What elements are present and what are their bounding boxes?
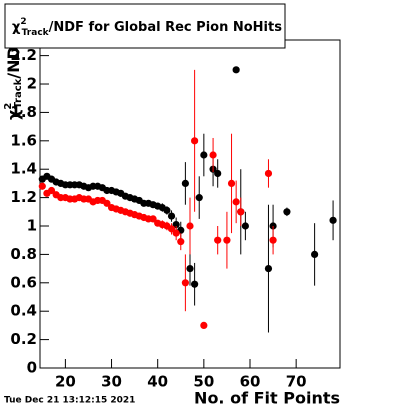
y-tick-label: 1.2 bbox=[10, 188, 37, 206]
point bbox=[172, 229, 180, 237]
point bbox=[241, 222, 249, 230]
point bbox=[269, 222, 277, 230]
y-tick-label: 0.2 bbox=[10, 330, 37, 348]
title-text: /NDF for Global Rec Pion NoHits bbox=[49, 20, 283, 35]
title-sub: Track bbox=[22, 28, 50, 38]
point bbox=[172, 220, 180, 229]
y-tick-label: 1.4 bbox=[10, 160, 37, 178]
y-tick-label: 1 bbox=[27, 217, 37, 235]
y-tick-label: 0.8 bbox=[10, 245, 37, 263]
y-label-symbol: χ bbox=[4, 110, 23, 120]
title-box bbox=[4, 3, 286, 49]
point bbox=[227, 179, 236, 188]
date: Tue Dec 21 13:12:15 2021 bbox=[4, 396, 135, 406]
plot: 0 0.2 0.4 0.6 0.8 1 1.2 1.4 1.6 1.8 2 2.2 20 30 40 50 60… bbox=[10, 46, 337, 391]
point bbox=[163, 206, 171, 214]
x-tick-label: 20 bbox=[55, 373, 76, 391]
y-tick-label: 1.8 bbox=[10, 103, 37, 121]
point bbox=[103, 199, 111, 207]
point bbox=[311, 250, 319, 259]
point bbox=[232, 66, 240, 74]
point bbox=[167, 225, 176, 233]
point bbox=[269, 236, 277, 244]
point bbox=[167, 212, 176, 220]
y-tick-label: 2.2 bbox=[10, 46, 37, 64]
point bbox=[181, 279, 189, 287]
x-tick-label: 60 bbox=[240, 373, 261, 391]
title-sup: 2 bbox=[20, 17, 26, 27]
point bbox=[232, 198, 240, 206]
x-tick-label: 40 bbox=[147, 373, 168, 391]
y-tick-label: 1.6 bbox=[10, 131, 37, 149]
point bbox=[191, 137, 199, 145]
y-label-sub: Track bbox=[13, 78, 24, 108]
point bbox=[195, 194, 203, 202]
y-tick-label: 0 bbox=[27, 359, 37, 377]
point bbox=[264, 265, 273, 273]
x-tick-label: 30 bbox=[101, 373, 122, 391]
point bbox=[237, 208, 245, 216]
title-symbol: χ bbox=[12, 20, 21, 35]
point bbox=[47, 186, 56, 195]
x-tick-label: 50 bbox=[193, 373, 214, 391]
point bbox=[214, 169, 222, 178]
point bbox=[283, 208, 291, 216]
point bbox=[177, 238, 185, 246]
y-tick-label: 2 bbox=[27, 75, 37, 93]
x-tick-label: 70 bbox=[286, 373, 307, 391]
point bbox=[38, 182, 46, 190]
point bbox=[191, 280, 199, 288]
point bbox=[149, 215, 157, 223]
y-label-sup: 2 bbox=[3, 103, 14, 110]
y-tick-label: 0.6 bbox=[10, 273, 37, 291]
point bbox=[214, 236, 222, 244]
chart-title: χ2 Track/NDF for Global Rec Pion NoHits bbox=[12, 17, 282, 38]
point bbox=[200, 151, 208, 159]
point bbox=[186, 265, 194, 273]
y-tick-label: 0.4 bbox=[10, 302, 37, 320]
x-axis-label: No. of Fit Points bbox=[194, 389, 340, 408]
point bbox=[200, 321, 208, 330]
point bbox=[264, 169, 273, 178]
point bbox=[209, 151, 217, 159]
point bbox=[186, 222, 194, 230]
point bbox=[181, 179, 189, 188]
point bbox=[223, 236, 231, 244]
point bbox=[329, 216, 337, 224]
